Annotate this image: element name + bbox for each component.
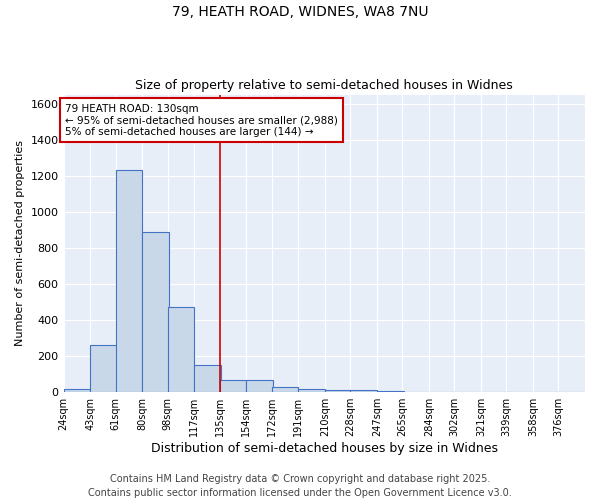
- Text: 79, HEATH ROAD, WIDNES, WA8 7NU: 79, HEATH ROAD, WIDNES, WA8 7NU: [172, 5, 428, 19]
- X-axis label: Distribution of semi-detached houses by size in Widnes: Distribution of semi-detached houses by …: [151, 442, 498, 455]
- Bar: [220, 380, 246, 392]
- Title: Size of property relative to semi-detached houses in Widnes: Size of property relative to semi-detach…: [136, 79, 513, 92]
- Bar: [194, 365, 221, 392]
- Bar: [90, 346, 117, 392]
- Bar: [116, 170, 142, 392]
- Bar: [325, 390, 352, 392]
- Text: Contains HM Land Registry data © Crown copyright and database right 2025.
Contai: Contains HM Land Registry data © Crown c…: [88, 474, 512, 498]
- Bar: [350, 390, 377, 392]
- Bar: [167, 308, 194, 392]
- Y-axis label: Number of semi-detached properties: Number of semi-detached properties: [15, 140, 25, 346]
- Bar: [64, 388, 90, 392]
- Text: 79 HEATH ROAD: 130sqm
← 95% of semi-detached houses are smaller (2,988)
5% of se: 79 HEATH ROAD: 130sqm ← 95% of semi-deta…: [65, 104, 338, 137]
- Bar: [272, 387, 298, 392]
- Bar: [142, 232, 169, 392]
- Bar: [298, 388, 325, 392]
- Bar: [246, 380, 273, 392]
